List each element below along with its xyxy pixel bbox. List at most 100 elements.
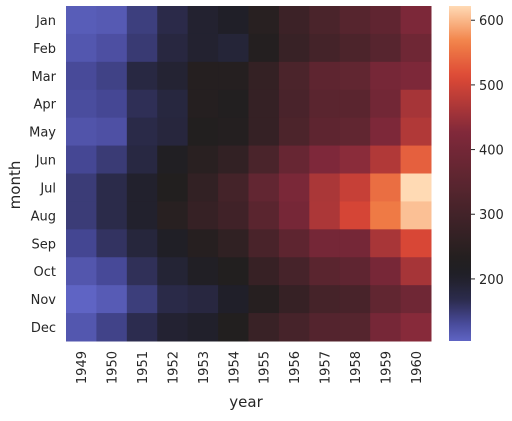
heatmap-cell-sep-1959: [370, 229, 402, 258]
x-tick-label: 1959: [379, 351, 394, 384]
heatmap-cell-sep-1958: [339, 229, 371, 258]
x-tick-label: 1957: [319, 351, 334, 384]
colorbar-tick-label: 200: [479, 273, 504, 288]
heatmap-cell-jan-1952: [157, 6, 189, 35]
heatmap-cell-jan-1954: [218, 6, 249, 35]
x-tick-label: 1953: [197, 351, 212, 384]
heatmap-cell-dec-1956: [278, 313, 310, 342]
heatmap-cell-apr-1951: [126, 89, 158, 119]
heatmap-cell-jun-1959: [370, 145, 402, 174]
heatmap-cell-apr-1957: [309, 89, 341, 119]
heatmap-cell-may-1959: [370, 117, 402, 147]
heatmap-cell-aug-1960: [400, 201, 432, 230]
heatmap-cell-feb-1956: [278, 33, 310, 63]
heatmap-cell-oct-1952: [157, 257, 189, 286]
heatmap-cell-apr-1953: [187, 89, 219, 119]
heatmap-cell-dec-1953: [187, 313, 219, 342]
heatmap-cell-mar-1949: [66, 61, 97, 91]
heatmap-cell-sep-1960: [400, 229, 432, 258]
heatmap-cell-jul-1951: [126, 173, 158, 202]
x-tick-label: 1960: [410, 351, 425, 384]
heatmap-cell-aug-1957: [309, 201, 341, 230]
heatmap-cell-sep-1954: [218, 229, 249, 258]
colorbar-ticks: 200 300 400 500 600: [471, 14, 504, 288]
heatmap-cell-apr-1952: [157, 89, 189, 119]
heatmap-cell-aug-1951: [126, 201, 158, 230]
heatmap-cell-aug-1950: [96, 201, 128, 230]
heatmap-cell-mar-1958: [339, 61, 371, 91]
y-tick-label: Feb: [33, 42, 56, 57]
heatmap-cell-mar-1959: [370, 61, 402, 91]
heatmap-cell-jun-1960: [400, 145, 432, 174]
colorbar-tick-label: 600: [479, 14, 504, 29]
heatmap-cell-sep-1953: [187, 229, 219, 258]
heatmap-cell-aug-1955: [248, 201, 280, 230]
heatmap-cell-oct-1955: [248, 257, 280, 286]
heatmap-cell-jul-1954: [218, 173, 249, 202]
heatmap-cell-may-1950: [96, 117, 128, 147]
heatmap-cell-sep-1951: [126, 229, 158, 258]
heatmap-cell-jan-1950: [96, 6, 128, 35]
y-tick-label: Jan: [35, 14, 56, 29]
y-tick-label: Dec: [31, 321, 56, 336]
heatmap-cell-jul-1952: [157, 173, 189, 202]
heatmap-cell-oct-1956: [278, 257, 310, 286]
heatmap-cell-aug-1959: [370, 201, 402, 230]
heatmap-cell-dec-1954: [218, 313, 249, 342]
colorbar-tick-label: 300: [479, 208, 504, 223]
heatmap-cell-may-1949: [66, 117, 97, 147]
heatmap-cell-jun-1958: [339, 145, 371, 174]
heatmap-cell-jan-1951: [126, 6, 158, 35]
heatmap-cell-mar-1957: [309, 61, 341, 91]
heatmap-cell-feb-1950: [96, 33, 128, 63]
heatmap-cell-jan-1960: [400, 6, 432, 35]
heatmap-cell-oct-1953: [187, 257, 219, 286]
heatmap-cell-feb-1959: [370, 33, 402, 63]
heatmap-cell-jun-1957: [309, 145, 341, 174]
heatmap-cell-sep-1949: [66, 229, 97, 258]
colorbar: [449, 6, 471, 341]
heatmap-cell-dec-1955: [248, 313, 280, 342]
heatmap-cell-mar-1953: [187, 61, 219, 91]
x-tick-labels: 1949 1950 1951 1952 1953 1954 1955 1956 1957 1958…: [75, 351, 425, 384]
heatmap-cell-jun-1951: [126, 145, 158, 174]
y-tick-label: May: [29, 126, 56, 141]
heatmap-cell-dec-1960: [400, 313, 432, 342]
heatmap-cell-sep-1955: [248, 229, 280, 258]
heatmap-cell-nov-1957: [309, 285, 341, 314]
heatmap-cell-apr-1958: [339, 89, 371, 119]
heatmap-cell-jun-1950: [96, 145, 128, 174]
heatmap-cell-nov-1951: [126, 285, 158, 314]
heatmap-cell-dec-1951: [126, 313, 158, 342]
heatmap-cell-feb-1952: [157, 33, 189, 63]
heatmap-cell-oct-1958: [339, 257, 371, 286]
heatmap-cell-feb-1955: [248, 33, 280, 63]
heatmap-cell-aug-1958: [339, 201, 371, 230]
x-tick-label: 1950: [106, 351, 121, 384]
y-tick-label: Aug: [31, 209, 56, 224]
heatmap-cell-may-1958: [339, 117, 371, 147]
heatmap-cell-feb-1960: [400, 33, 432, 63]
heatmap-cell-may-1954: [218, 117, 249, 147]
heatmap-cell-feb-1951: [126, 33, 158, 63]
heatmap-cell-oct-1951: [126, 257, 158, 286]
heatmap-cell-apr-1955: [248, 89, 280, 119]
heatmap-cell-nov-1949: [66, 285, 97, 314]
x-tick-label: 1954: [227, 351, 242, 384]
heatmap-cell-aug-1956: [278, 201, 310, 230]
heatmap-cell-mar-1956: [278, 61, 310, 91]
heatmap-cell-aug-1952: [157, 201, 189, 230]
heatmap-cell-dec-1952: [157, 313, 189, 342]
heatmap-cell-apr-1950: [96, 89, 128, 119]
heatmap-cell-nov-1959: [370, 285, 402, 314]
heatmap-cell-aug-1953: [187, 201, 219, 230]
heatmap-cell-oct-1950: [96, 257, 128, 286]
heatmap-cell-jul-1956: [278, 173, 310, 202]
y-tick-label: Jun: [35, 154, 56, 169]
heatmap-cell-jan-1959: [370, 6, 402, 35]
heatmap-cell-mar-1955: [248, 61, 280, 91]
x-axis-label: year: [229, 393, 263, 411]
heatmap-cell-jan-1956: [278, 6, 310, 35]
heatmap-cell-mar-1952: [157, 61, 189, 91]
